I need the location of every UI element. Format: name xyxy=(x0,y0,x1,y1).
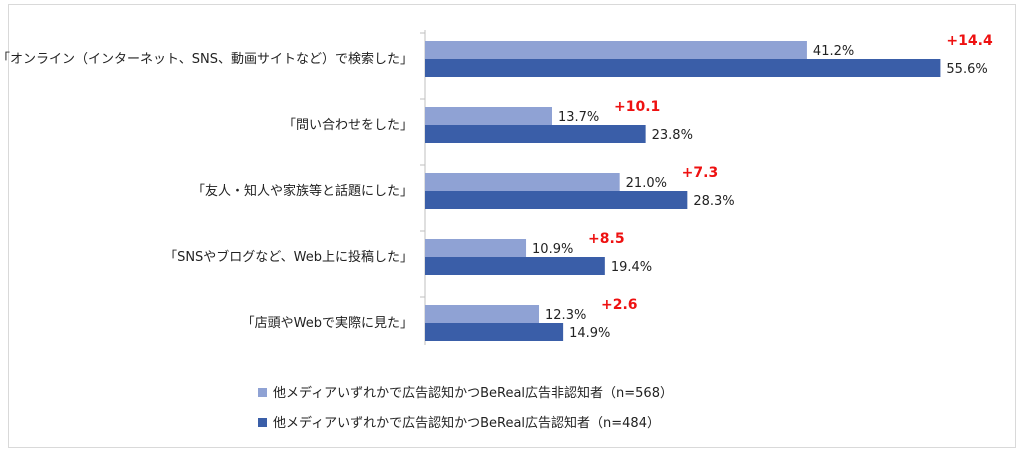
legend-label-aware: 他メディアいずれかで広告認知かつBeReal広告認知者（n=484） xyxy=(273,415,660,431)
bar-non-aware xyxy=(425,107,552,125)
data-label: 14.9% xyxy=(569,326,610,341)
bar-non-aware xyxy=(425,41,807,59)
bar-group: 「問い合わせをした」 13.7% 23.8% +10.1 xyxy=(283,98,693,143)
data-label: 23.8% xyxy=(652,128,693,143)
difference-label: +8.5 xyxy=(588,231,625,247)
bar-aware xyxy=(425,323,564,341)
difference-label: +10.1 xyxy=(614,99,660,115)
bar-aware xyxy=(425,257,605,275)
bar-non-aware xyxy=(425,305,540,323)
category-label: 「オンライン（インターネット、SNS、動画サイトなど）で検索した」 xyxy=(0,52,413,67)
category-label: 「問い合わせをした」 xyxy=(283,118,413,133)
difference-label: +7.3 xyxy=(682,165,719,181)
data-label: 19.4% xyxy=(611,260,652,275)
difference-label: +14.4 xyxy=(946,33,993,49)
chart-frame xyxy=(8,4,1016,448)
legend-swatch-aware xyxy=(258,418,267,427)
data-label: 10.9% xyxy=(532,242,573,257)
legend-label-non-aware: 他メディアいずれかで広告認知かつBeReal広告非認知者（n=568） xyxy=(273,385,673,401)
bar-non-aware xyxy=(425,173,620,191)
data-label: 55.6% xyxy=(946,62,987,77)
data-label: 41.2% xyxy=(813,44,854,59)
data-label: 13.7% xyxy=(558,110,599,125)
bar-group: 「オンライン（インターネット、SNS、動画サイトなど）で検索した」 41.2% 55… xyxy=(0,32,993,77)
bar-aware xyxy=(425,59,941,77)
bar-non-aware xyxy=(425,239,527,257)
difference-label: +2.6 xyxy=(601,297,638,313)
category-label: 「SNSやブログなど、Web上に投稿した」 xyxy=(164,249,413,265)
category-label: 「友人・知人や家族等と話題にした」 xyxy=(192,183,413,199)
legend-swatch-non-aware xyxy=(258,388,267,397)
bar-group: 「友人・知人や家族等と話題にした」 21.0% 28.3% +7.3 xyxy=(192,164,735,209)
category-label: 「店頭やWebで実際に見た」 xyxy=(242,315,413,331)
data-label: 12.3% xyxy=(545,308,586,323)
bar-aware xyxy=(425,191,688,209)
bar-group: 「SNSやブログなど、Web上に投稿した」 10.9% 19.4% +8.5 xyxy=(164,230,652,275)
data-label: 21.0% xyxy=(626,176,667,191)
bar-group: 「店頭やWebで実際に見た」 12.3% 14.9% +2.6 xyxy=(242,296,638,341)
data-label: 28.3% xyxy=(693,194,734,209)
bar-aware xyxy=(425,125,646,143)
